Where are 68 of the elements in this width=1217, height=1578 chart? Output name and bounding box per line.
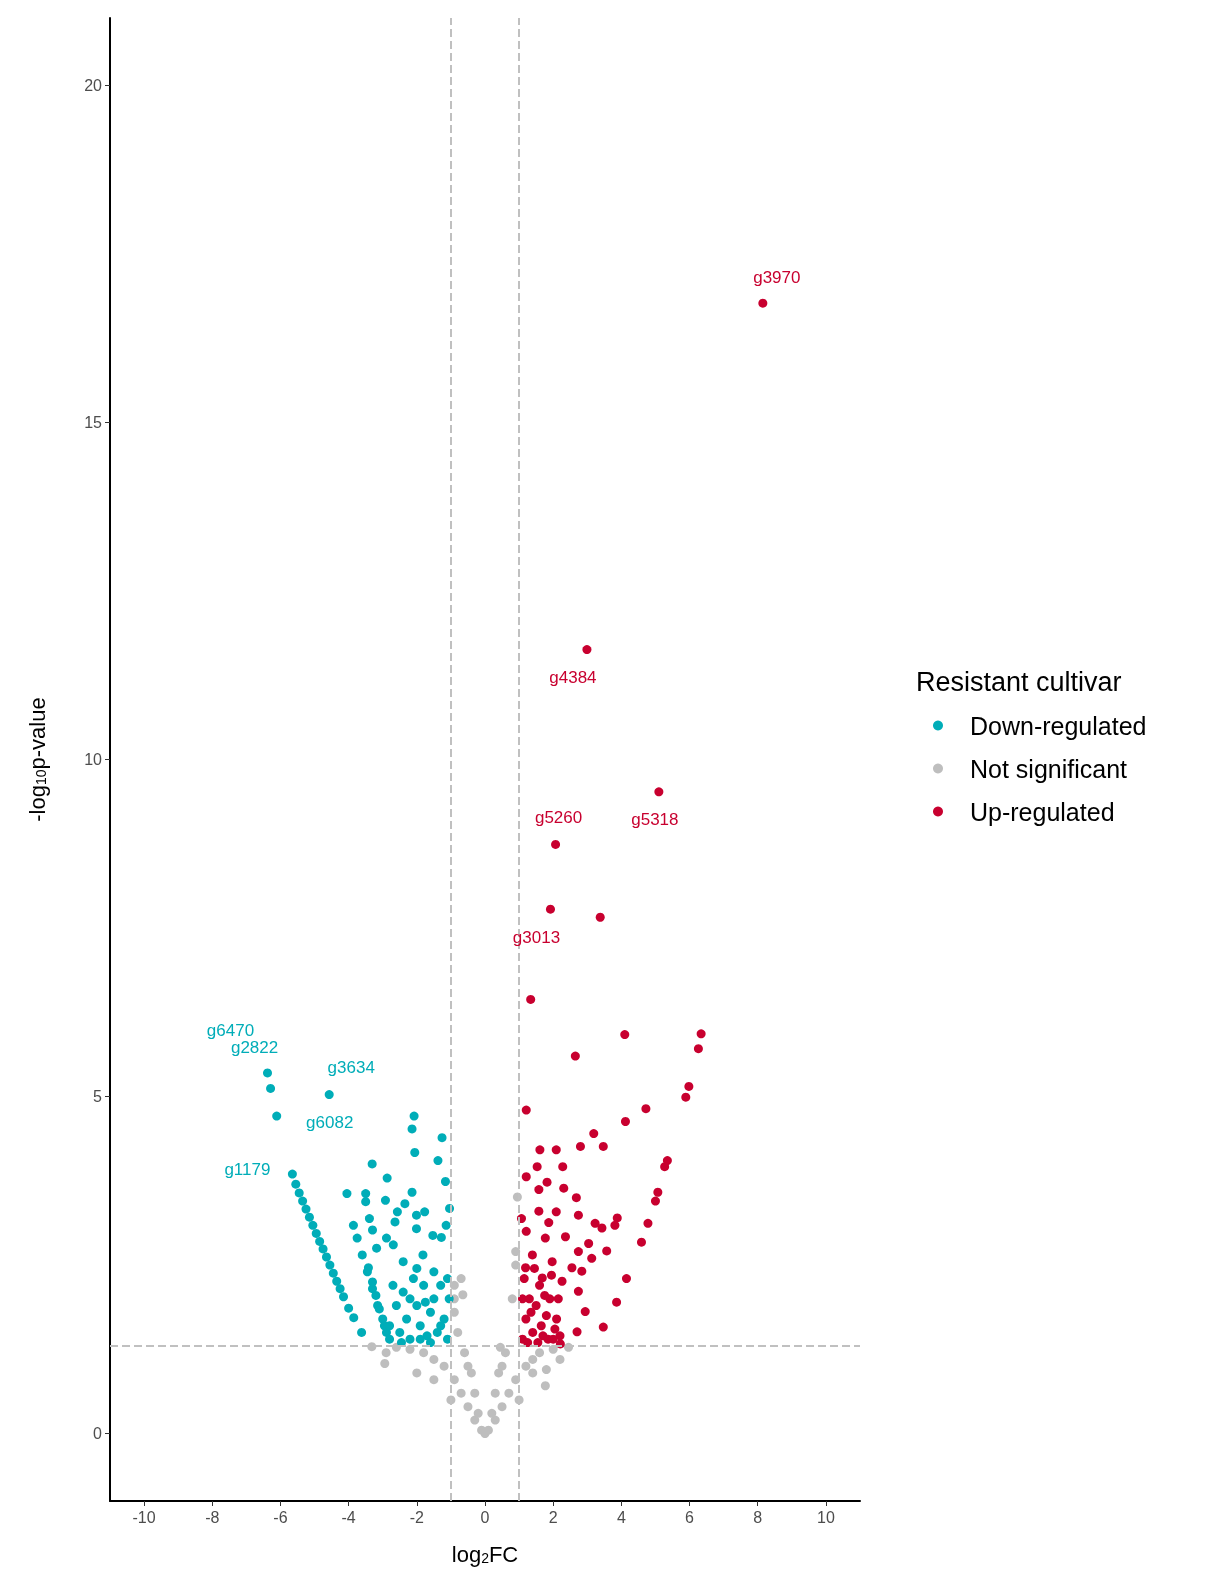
point — [439, 1361, 449, 1371]
annotation: g4384 — [549, 668, 597, 688]
x-tick-label: 10 — [817, 1508, 835, 1526]
x-tick-label: -6 — [273, 1508, 288, 1526]
x-tick-label: -8 — [205, 1508, 220, 1526]
point — [412, 1368, 422, 1378]
point — [458, 1290, 468, 1300]
point — [470, 1415, 480, 1425]
annotation: g3634 — [327, 1058, 375, 1078]
point — [473, 1408, 483, 1418]
point — [429, 1375, 439, 1385]
point — [497, 1402, 507, 1412]
legend-label: Up-regulated — [970, 797, 1115, 826]
annotation: g5318 — [631, 810, 679, 830]
point — [555, 1354, 565, 1364]
point — [449, 1307, 459, 1317]
y-tick-label: 20 — [84, 76, 103, 94]
x-tick-label: 0 — [480, 1508, 490, 1526]
y-tick-label: 0 — [93, 1425, 103, 1443]
x-tick-label: 2 — [548, 1508, 558, 1526]
legend-title: Resistant cultivar — [916, 666, 1122, 697]
point — [453, 1327, 463, 1337]
legend-label: Not significant — [970, 754, 1128, 783]
point — [487, 1408, 497, 1418]
point — [490, 1415, 500, 1425]
point — [511, 1247, 521, 1257]
point — [381, 1348, 391, 1358]
point — [466, 1368, 476, 1378]
point — [419, 1348, 429, 1358]
x-tick-label: 6 — [685, 1508, 695, 1526]
annotation: g5260 — [534, 807, 583, 827]
point — [470, 1388, 480, 1398]
point — [463, 1402, 473, 1412]
point — [540, 1381, 550, 1391]
point — [528, 1368, 538, 1378]
point — [541, 1365, 551, 1375]
point — [429, 1354, 439, 1364]
point — [500, 1348, 510, 1358]
x-tick-label: -4 — [341, 1508, 356, 1526]
x-tick-label: -10 — [132, 1508, 156, 1526]
point — [521, 1361, 531, 1371]
annotation: g6082 — [306, 1112, 354, 1132]
y-axis-title: -log10p-value — [24, 697, 50, 822]
point — [490, 1388, 500, 1398]
y-tick-label: 10 — [84, 751, 103, 768]
y-tick-label: 15 — [84, 413, 103, 431]
y-tick-label: 5 — [93, 1088, 103, 1106]
x-tick-label: 8 — [753, 1508, 763, 1526]
point — [463, 1361, 473, 1371]
point — [528, 1354, 538, 1364]
point — [504, 1388, 514, 1398]
x-tick-label: -2 — [409, 1508, 425, 1526]
annotation: g3970 — [753, 267, 801, 287]
point — [460, 1348, 470, 1358]
point — [456, 1388, 466, 1398]
point — [494, 1368, 504, 1378]
x-tick-label: 4 — [616, 1508, 626, 1526]
x-axis-title: log2FC — [451, 1541, 519, 1567]
point — [535, 1348, 545, 1358]
annotation: g3013 — [512, 927, 561, 947]
point — [380, 1358, 390, 1368]
legend-label: Down-regulated — [970, 711, 1147, 740]
point — [456, 1274, 466, 1284]
annotation: g1179 — [224, 1159, 271, 1179]
point — [548, 1344, 558, 1354]
point — [497, 1361, 507, 1371]
point — [449, 1280, 459, 1290]
point — [507, 1294, 517, 1304]
